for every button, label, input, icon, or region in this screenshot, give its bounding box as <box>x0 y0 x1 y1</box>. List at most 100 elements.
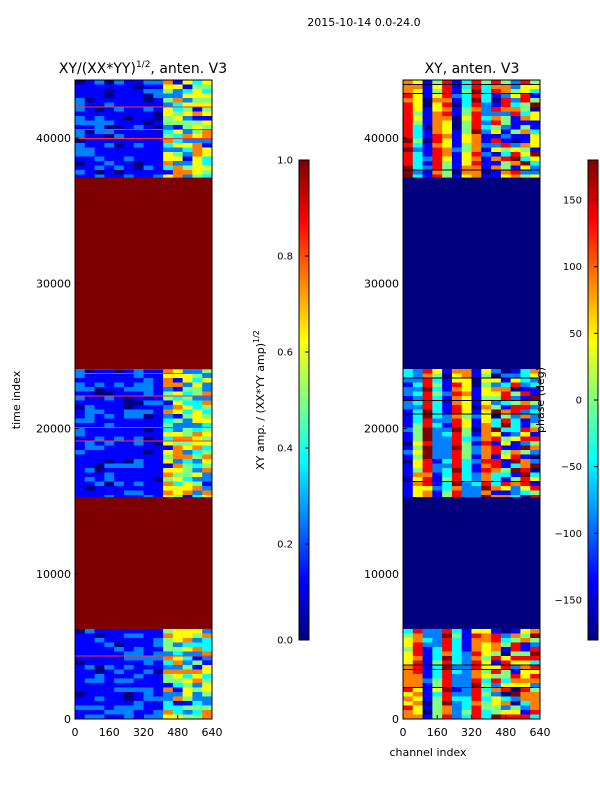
heatmap-cell <box>84 696 95 702</box>
x-tick-label: 480 <box>167 726 188 739</box>
heatmap-cell <box>192 691 203 697</box>
heatmap-cell <box>104 432 115 437</box>
heatmap-cell <box>153 669 164 675</box>
heatmap-cell <box>84 134 95 139</box>
heatmap-cell <box>202 463 213 469</box>
heatmap-cell <box>163 709 174 715</box>
heatmap-cell <box>182 490 193 496</box>
heatmap-cell <box>114 477 125 482</box>
heatmap-cell <box>202 98 213 103</box>
heatmap-cell <box>481 678 492 684</box>
heatmap-cell <box>412 134 423 139</box>
heatmap-cell <box>510 441 521 446</box>
heatmap-cell <box>182 161 193 166</box>
heatmap-cell <box>123 405 135 410</box>
heatmap-cell <box>500 700 512 706</box>
heatmap-cell <box>471 691 482 697</box>
heatmap-cell <box>94 143 105 148</box>
heatmap-cell <box>403 481 414 487</box>
heatmap-cell <box>451 102 463 108</box>
heatmap-cell <box>153 152 164 157</box>
heatmap-cell <box>123 696 135 702</box>
heatmap-cell <box>520 89 531 94</box>
heatmap-cell <box>412 637 423 643</box>
heatmap-cell <box>84 391 95 397</box>
heatmap-cell <box>123 709 135 715</box>
heatmap-cell <box>143 463 154 469</box>
heatmap-cell <box>143 682 154 688</box>
heatmap-cell <box>500 628 512 634</box>
heatmap-cell <box>123 642 135 648</box>
heatmap-cell <box>114 495 125 498</box>
heatmap-cell <box>84 170 95 175</box>
heatmap-cell <box>422 129 433 135</box>
heatmap-cell <box>412 80 423 85</box>
heatmap-cell <box>84 427 95 433</box>
heatmap-cell <box>500 93 512 99</box>
heatmap-cell <box>442 382 453 388</box>
heatmap-cell <box>192 405 203 410</box>
heatmap-cell <box>94 486 105 491</box>
heatmap-cell <box>143 102 154 108</box>
heatmap-cell <box>422 396 433 401</box>
heatmap-cell <box>123 628 135 634</box>
heatmap-cell <box>451 705 463 711</box>
heatmap-cell <box>114 143 125 148</box>
heatmap-cell <box>94 673 105 679</box>
heatmap-cell <box>451 714 463 720</box>
heatmap-cell <box>123 369 135 374</box>
heatmap-cell <box>510 93 521 99</box>
heatmap-cell <box>75 143 86 148</box>
heatmap-cell <box>94 423 105 428</box>
heatmap-cell <box>123 436 135 442</box>
heatmap-cell <box>491 628 502 634</box>
heatmap-cell <box>163 450 174 455</box>
heatmap-cell <box>163 129 174 135</box>
heatmap-cell <box>432 705 443 711</box>
heatmap-cell <box>172 637 184 643</box>
amplitude-colorbar-label: XY amp. / (XX*YY amp)1/2 <box>252 330 267 470</box>
heatmap-cell <box>481 89 492 94</box>
heatmap-cell <box>182 441 193 446</box>
heatmap-cell <box>143 147 154 153</box>
heatmap-cell <box>422 382 433 388</box>
heatmap-cell <box>153 637 164 643</box>
heatmap-cell <box>114 378 125 383</box>
heatmap-cell <box>143 373 154 379</box>
heatmap-cell <box>481 111 492 117</box>
heatmap-cell <box>84 490 95 496</box>
heatmap-cell <box>412 495 423 498</box>
heatmap-cell <box>153 84 164 90</box>
heatmap-cell <box>432 709 443 715</box>
heatmap-cell <box>471 646 482 652</box>
heatmap-cell <box>442 120 453 126</box>
heatmap-cell <box>104 152 115 157</box>
heatmap-cell <box>451 486 463 491</box>
heatmap-cell <box>491 134 502 139</box>
heatmap-cell <box>481 651 492 657</box>
heatmap-cell <box>104 655 115 661</box>
heatmap-cell <box>143 378 154 383</box>
heatmap-cell <box>172 700 184 706</box>
heatmap-cell <box>75 682 86 688</box>
heatmap-cell <box>442 161 453 166</box>
heatmap-cell <box>471 80 482 85</box>
heatmap-cell <box>123 116 135 121</box>
heatmap-cell <box>192 642 203 648</box>
heatmap-cell <box>192 152 203 157</box>
heatmap-cell <box>75 646 86 652</box>
heatmap-cell <box>123 423 135 428</box>
heatmap-cell <box>520 409 531 415</box>
heatmap-cell <box>412 387 423 392</box>
heatmap-cell <box>143 705 154 711</box>
heatmap-cell <box>491 369 502 374</box>
heatmap-cell <box>182 84 193 90</box>
heatmap-cell <box>403 441 414 446</box>
heatmap-cell <box>123 80 135 85</box>
heatmap-cell <box>192 84 203 90</box>
heatmap-cell <box>403 459 414 464</box>
heatmap-cell <box>451 147 463 153</box>
heatmap-cell <box>471 714 482 720</box>
heatmap-cell <box>471 382 482 388</box>
heatmap-cell <box>114 655 125 661</box>
